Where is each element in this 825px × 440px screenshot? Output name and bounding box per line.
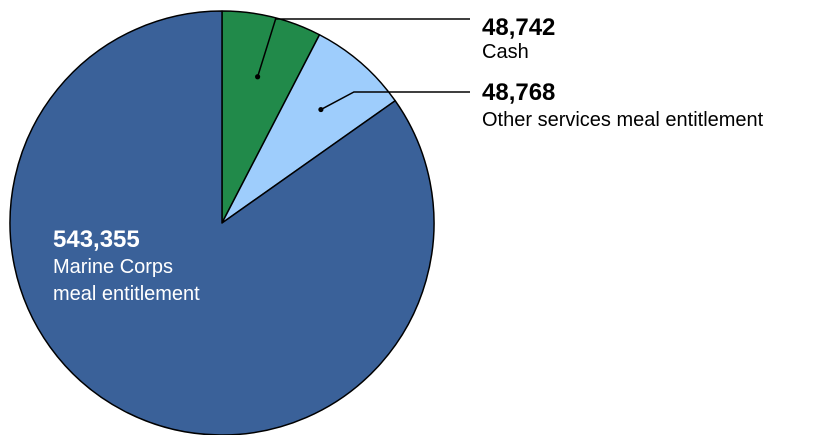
cash-category-label: Cash — [482, 41, 529, 63]
other-services-leader-line — [320, 91, 470, 111]
other-services-value-label: 48,768 — [482, 79, 555, 106]
marine-corps-slice — [9, 10, 435, 436]
marine-corps-category-label-line2: meal entitlement — [53, 283, 200, 305]
other-services-slice — [221, 34, 396, 224]
other-services-category-label: Other services meal entitlement — [482, 109, 764, 131]
cash-slice — [221, 10, 321, 224]
marine-corps-category-label-line1: Marine Corps — [53, 256, 173, 278]
cash-leader-line — [256, 18, 470, 77]
cash-value-label: 48,742 — [482, 14, 555, 41]
leader-lines — [255, 18, 470, 113]
pie-slices — [9, 10, 435, 436]
marine-corps-value-label: 543,355 — [53, 226, 140, 253]
